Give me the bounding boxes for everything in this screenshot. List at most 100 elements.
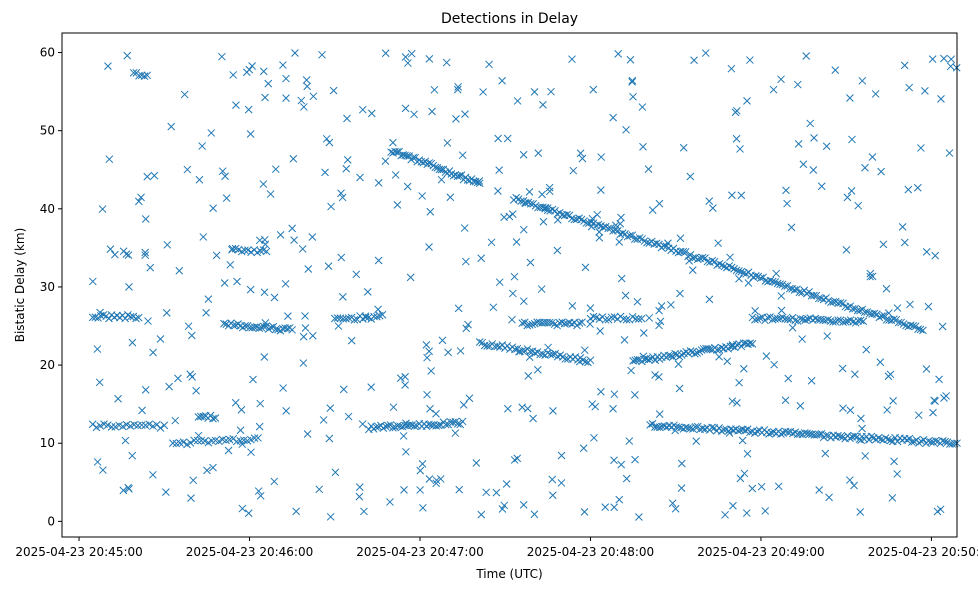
data-point-marker bbox=[806, 119, 815, 128]
data-point-marker bbox=[519, 501, 528, 509]
data-point-marker bbox=[553, 216, 562, 224]
data-point-marker bbox=[220, 319, 228, 328]
data-point-marker bbox=[249, 375, 257, 384]
data-point-marker bbox=[204, 295, 213, 303]
data-point-marker bbox=[494, 187, 502, 195]
data-point-marker bbox=[817, 182, 826, 191]
data-point-marker bbox=[736, 474, 745, 483]
data-point-marker bbox=[931, 436, 940, 445]
data-point-marker bbox=[434, 421, 443, 430]
data-point-marker bbox=[302, 76, 311, 84]
data-point-marker bbox=[625, 437, 634, 445]
data-point-marker bbox=[938, 322, 947, 331]
data-point-marker bbox=[99, 311, 108, 319]
data-point-marker bbox=[831, 66, 840, 74]
data-point-marker bbox=[547, 87, 555, 96]
data-point-marker bbox=[738, 436, 747, 445]
data-point-marker bbox=[557, 479, 566, 487]
data-point-marker bbox=[629, 92, 637, 101]
data-point-marker bbox=[121, 436, 130, 445]
data-point-marker bbox=[823, 332, 832, 340]
data-point-marker bbox=[193, 436, 202, 445]
data-point-marker bbox=[794, 140, 803, 148]
data-point-marker bbox=[578, 154, 587, 163]
data-point-marker bbox=[459, 400, 468, 409]
data-point-marker bbox=[248, 323, 257, 332]
data-point-marker bbox=[866, 269, 875, 278]
data-point-marker bbox=[578, 318, 586, 327]
data-point-marker bbox=[581, 357, 590, 366]
data-point-marker bbox=[671, 426, 680, 435]
data-point-marker bbox=[771, 278, 780, 286]
data-point-marker bbox=[885, 316, 893, 324]
data-point-marker bbox=[221, 172, 229, 181]
data-point-marker bbox=[511, 345, 519, 354]
data-point-marker bbox=[124, 251, 133, 259]
data-point-marker bbox=[655, 423, 664, 432]
data-point-marker bbox=[150, 171, 159, 180]
data-point-marker bbox=[871, 90, 880, 98]
data-point-marker bbox=[703, 257, 712, 266]
data-point-marker bbox=[189, 476, 198, 485]
data-point-marker bbox=[796, 402, 805, 410]
data-point-marker bbox=[557, 451, 566, 460]
data-point-marker bbox=[248, 62, 257, 70]
data-point-marker bbox=[705, 295, 714, 304]
data-point-marker bbox=[733, 399, 741, 407]
data-point-marker bbox=[859, 317, 868, 326]
data-point-marker bbox=[720, 425, 728, 434]
data-point-marker bbox=[137, 71, 146, 80]
data-point-marker bbox=[389, 138, 397, 147]
data-point-marker bbox=[882, 284, 891, 293]
data-point-marker bbox=[740, 469, 749, 478]
data-point-marker bbox=[512, 193, 521, 202]
data-point-marker bbox=[877, 167, 885, 176]
data-point-marker bbox=[856, 508, 865, 516]
data-point-marker bbox=[637, 314, 646, 323]
data-point-marker bbox=[873, 310, 881, 319]
data-point-marker bbox=[203, 466, 211, 475]
data-point-marker bbox=[432, 476, 441, 485]
data-point-marker bbox=[575, 214, 583, 223]
data-point-marker bbox=[575, 319, 584, 327]
data-point-marker bbox=[425, 54, 434, 63]
data-point-marker bbox=[688, 266, 697, 274]
data-point-marker bbox=[297, 96, 306, 105]
data-point-marker bbox=[282, 74, 290, 83]
data-point-marker bbox=[676, 289, 684, 298]
data-point-marker bbox=[862, 345, 871, 354]
data-point-marker bbox=[621, 291, 630, 300]
data-point-marker bbox=[685, 257, 694, 265]
data-point-marker bbox=[560, 319, 569, 328]
data-point-marker bbox=[256, 491, 265, 500]
data-point-marker bbox=[179, 438, 188, 447]
data-point-marker bbox=[586, 304, 595, 312]
data-point-marker bbox=[404, 59, 412, 67]
data-point-marker bbox=[515, 347, 523, 356]
data-point-marker bbox=[523, 321, 532, 330]
data-point-marker bbox=[879, 240, 888, 249]
data-point-marker bbox=[207, 129, 216, 137]
data-point-marker bbox=[186, 370, 195, 379]
data-point-marker bbox=[279, 61, 287, 69]
data-point-marker bbox=[644, 165, 653, 173]
data-point-marker bbox=[732, 266, 741, 275]
data-point-marker bbox=[264, 79, 273, 88]
data-point-marker bbox=[106, 245, 115, 254]
data-point-marker bbox=[617, 213, 625, 222]
data-point-marker bbox=[244, 509, 253, 518]
data-point-marker bbox=[829, 297, 838, 306]
data-point-marker bbox=[941, 437, 949, 446]
data-point-marker bbox=[475, 177, 484, 185]
data-point-marker bbox=[929, 438, 938, 447]
data-point-marker bbox=[123, 51, 132, 60]
data-point-marker bbox=[187, 331, 196, 340]
data-point-marker bbox=[609, 404, 617, 413]
data-point-marker bbox=[528, 320, 537, 329]
data-point-marker bbox=[253, 323, 261, 331]
data-point-marker bbox=[236, 426, 245, 435]
data-point-marker bbox=[609, 113, 618, 122]
data-point-marker bbox=[727, 64, 736, 73]
data-point-marker bbox=[772, 269, 781, 278]
data-point-marker bbox=[590, 433, 598, 442]
